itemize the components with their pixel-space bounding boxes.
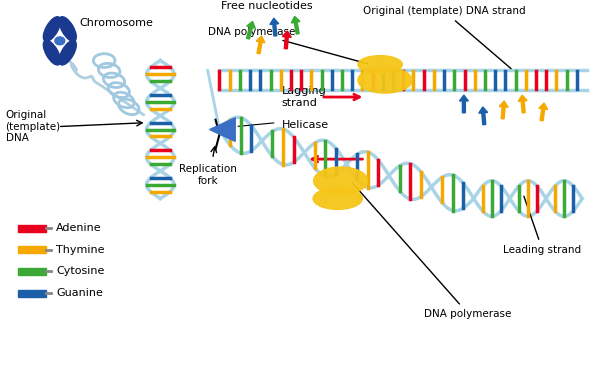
- FancyArrow shape: [539, 103, 548, 121]
- Text: Guanine: Guanine: [56, 288, 103, 298]
- Text: Free nucleotides: Free nucleotides: [221, 1, 313, 11]
- Text: Thymine: Thymine: [56, 245, 104, 255]
- Polygon shape: [209, 118, 235, 141]
- Text: DNA polymerase: DNA polymerase: [208, 27, 368, 64]
- FancyArrow shape: [479, 107, 488, 125]
- FancyArrow shape: [291, 16, 300, 34]
- Text: Cytosine: Cytosine: [56, 266, 104, 276]
- FancyArrow shape: [283, 31, 291, 49]
- FancyArrow shape: [19, 246, 46, 253]
- Text: Replication
fork: Replication fork: [179, 164, 236, 186]
- FancyArrow shape: [247, 22, 256, 39]
- FancyArrow shape: [270, 18, 279, 36]
- FancyArrow shape: [19, 268, 46, 275]
- FancyArrow shape: [256, 36, 265, 54]
- FancyArrow shape: [499, 101, 508, 119]
- FancyArrow shape: [19, 225, 46, 232]
- Ellipse shape: [358, 56, 402, 73]
- Ellipse shape: [314, 167, 368, 195]
- Text: Chromosome: Chromosome: [80, 18, 154, 28]
- Ellipse shape: [43, 40, 61, 65]
- Ellipse shape: [59, 17, 76, 41]
- Ellipse shape: [313, 188, 362, 209]
- Ellipse shape: [43, 17, 61, 41]
- Text: Adenine: Adenine: [56, 223, 101, 233]
- Ellipse shape: [358, 68, 412, 93]
- Ellipse shape: [59, 40, 76, 65]
- Ellipse shape: [55, 37, 65, 45]
- Text: Original
(template)
DNA: Original (template) DNA: [5, 110, 61, 143]
- Text: Helicase: Helicase: [281, 119, 329, 129]
- FancyArrow shape: [460, 95, 469, 113]
- Text: Lagging
strand: Lagging strand: [281, 86, 326, 108]
- Text: Leading strand: Leading strand: [503, 196, 581, 255]
- Text: Original (template) DNA strand: Original (template) DNA strand: [363, 6, 526, 69]
- FancyArrow shape: [19, 290, 46, 296]
- FancyArrow shape: [518, 95, 527, 113]
- Text: DNA polymerase: DNA polymerase: [352, 183, 512, 319]
